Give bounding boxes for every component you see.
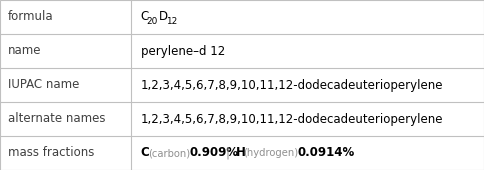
Text: 20: 20 bbox=[147, 17, 158, 26]
Text: C: C bbox=[141, 147, 150, 159]
Text: |: | bbox=[226, 147, 230, 159]
Text: 0.909%: 0.909% bbox=[190, 147, 239, 159]
Text: mass fractions: mass fractions bbox=[8, 147, 94, 159]
Text: (hydrogen): (hydrogen) bbox=[242, 148, 298, 158]
Text: 1,2,3,4,5,6,7,8,9,10,11,12-dodecadeuterioperylene: 1,2,3,4,5,6,7,8,9,10,11,12-dodecadeuteri… bbox=[141, 113, 443, 125]
Text: 12: 12 bbox=[166, 17, 177, 26]
Text: H: H bbox=[236, 147, 245, 159]
Text: 1,2,3,4,5,6,7,8,9,10,11,12-dodecadeuterioperylene: 1,2,3,4,5,6,7,8,9,10,11,12-dodecadeuteri… bbox=[141, 79, 443, 91]
Text: D: D bbox=[159, 11, 168, 23]
Text: C: C bbox=[141, 11, 149, 23]
Text: IUPAC name: IUPAC name bbox=[8, 79, 79, 91]
Text: perylene–d 12: perylene–d 12 bbox=[141, 45, 225, 57]
Text: 0.0914%: 0.0914% bbox=[298, 147, 355, 159]
Text: formula: formula bbox=[8, 11, 54, 23]
Text: (carbon): (carbon) bbox=[148, 148, 190, 158]
Text: alternate names: alternate names bbox=[8, 113, 106, 125]
Text: name: name bbox=[8, 45, 42, 57]
